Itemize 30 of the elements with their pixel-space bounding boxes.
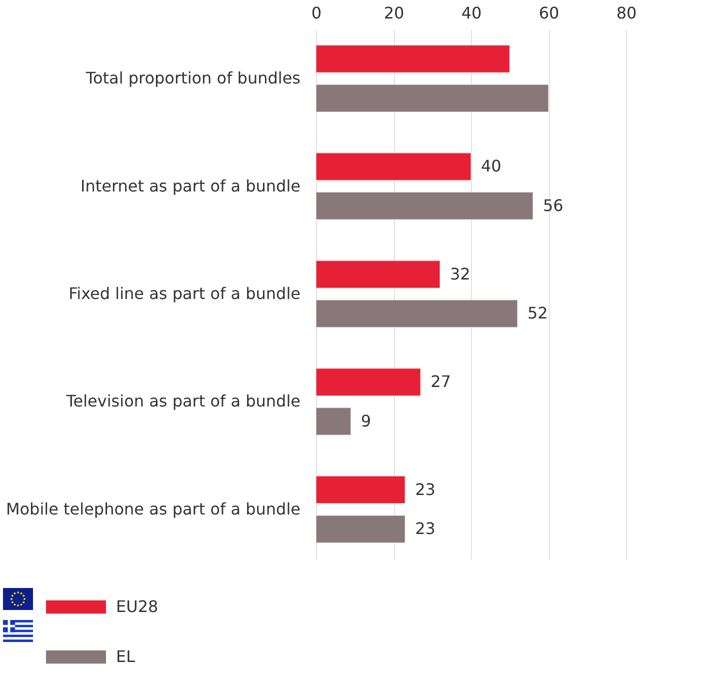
bar [316, 476, 406, 504]
data-label: 56 [543, 196, 564, 215]
data-label: 9 [360, 411, 372, 430]
data-label: 40 [481, 156, 502, 176]
y-tick-label: Mobile telephone as part of a bundle [6, 499, 300, 518]
x-tick-label: 40 [461, 4, 482, 22]
x-tick-label: 80 [616, 4, 637, 22]
data-label: 23 [415, 519, 436, 538]
bar [316, 368, 422, 396]
bar [316, 152, 472, 181]
data-label: 32 [450, 264, 470, 284]
y-tick-label: Fixed line as part of a bundle [68, 284, 300, 303]
y-tick-label: Internet as part of a bundle [80, 176, 300, 196]
bar [316, 192, 534, 220]
legend-label: EL [116, 647, 136, 666]
bar [316, 84, 549, 112]
legend-label: EU28 [116, 597, 158, 616]
bar [316, 514, 406, 544]
y-tick-label: Total proportion of bundles [84, 68, 300, 88]
bar [316, 260, 440, 289]
y-tick-label: Television as part of a bundle [65, 392, 300, 411]
x-tick-label: 60 [538, 4, 560, 22]
x-tick-label: 20 [384, 4, 404, 22]
data-label: 23 [415, 480, 436, 499]
bar [316, 299, 518, 328]
bar [316, 407, 352, 436]
data-label: 52 [528, 304, 548, 323]
bar [316, 44, 510, 74]
data-label: 27 [430, 372, 451, 392]
x-tick-label: 0 [311, 4, 322, 22]
